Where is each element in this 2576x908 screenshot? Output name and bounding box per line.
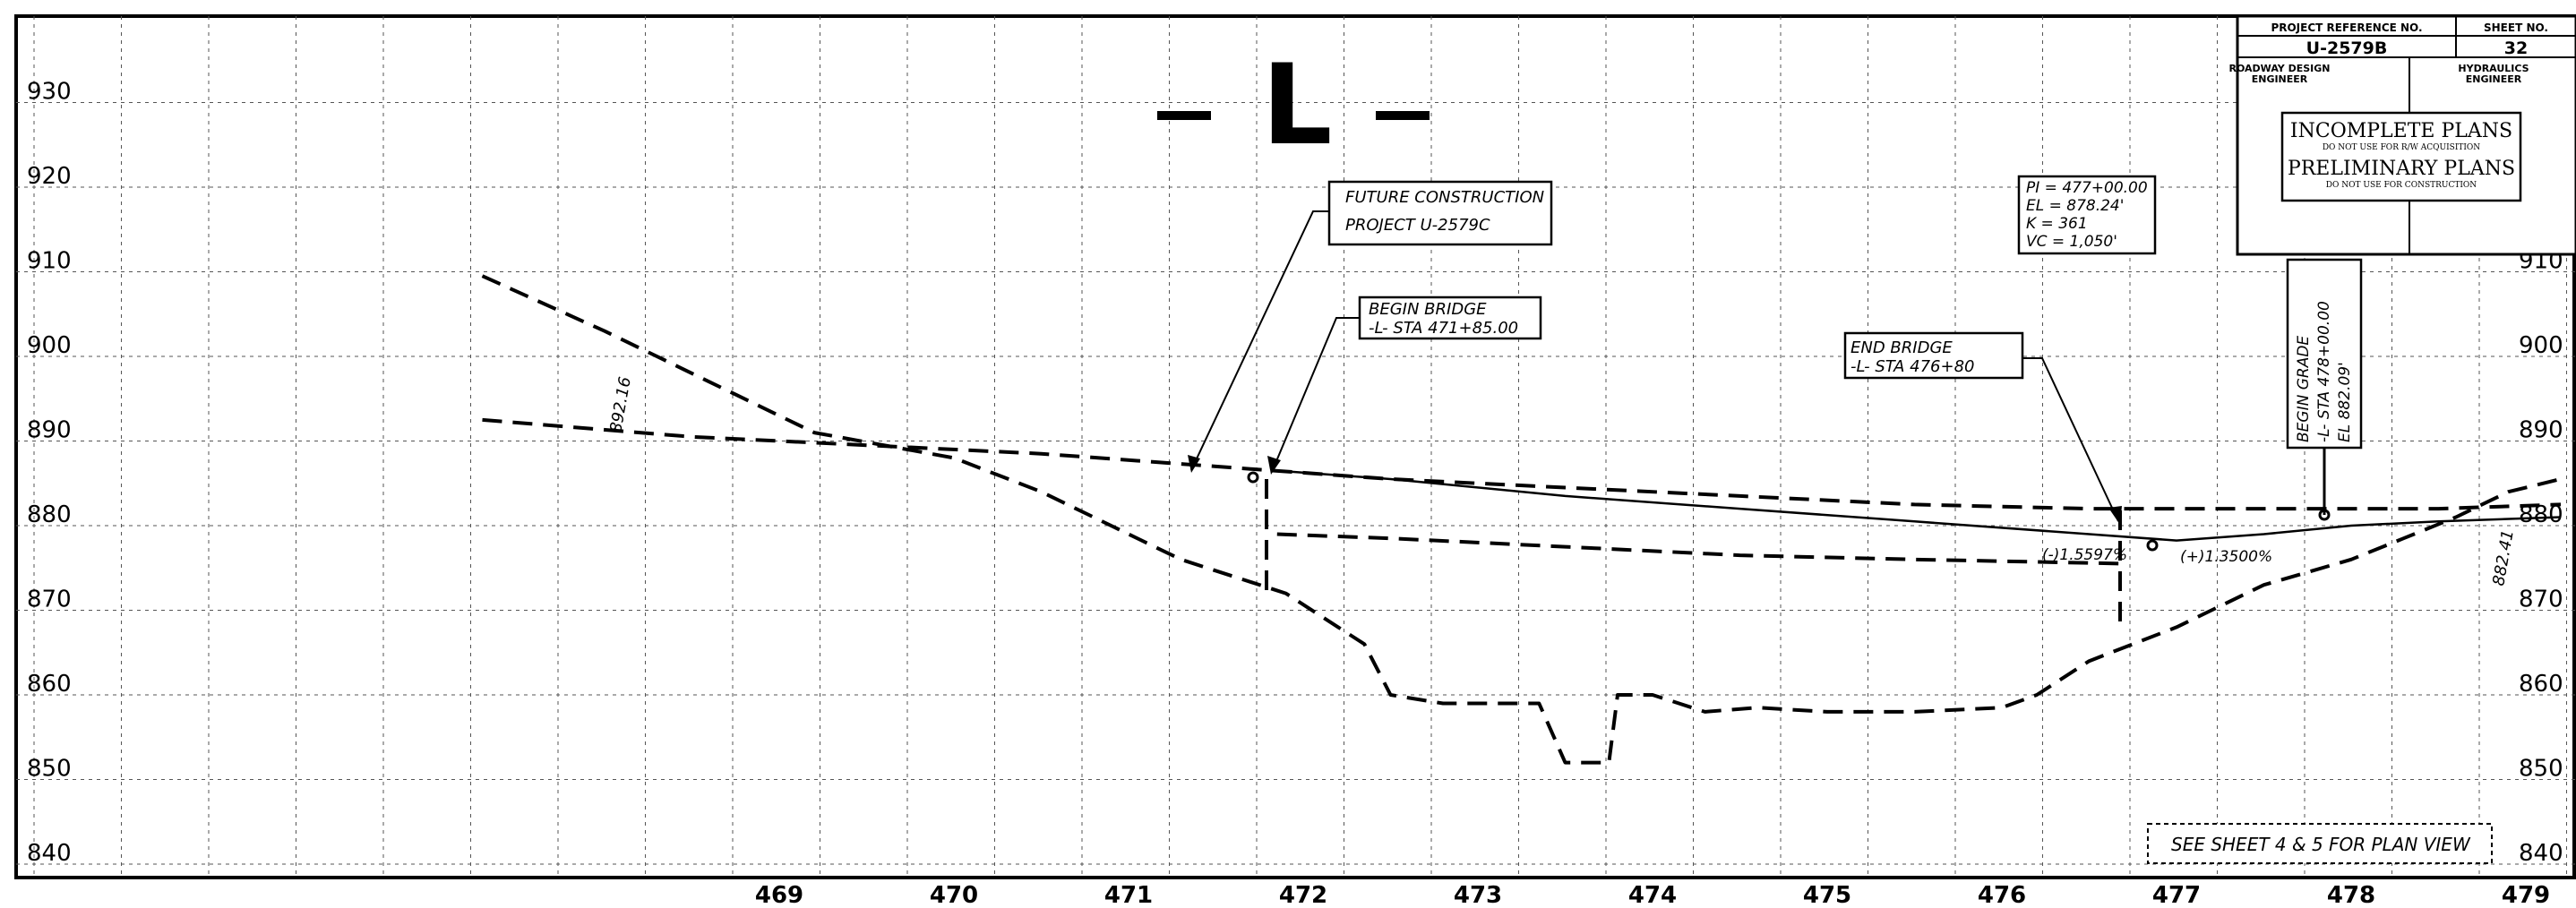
profile-line-3 [1276,469,2562,542]
x-tick-label: 472 [1279,882,1327,908]
roadway-design-label-1: ROADWAY DESIGN [2229,63,2331,74]
begin-bridge-arrow [1267,456,1281,475]
profile-grid [16,16,2576,878]
project-reference-value: U-2579B [2306,39,2388,58]
begin-grade-box [2286,258,2363,450]
title-block: PROJECT REFERENCE NO. SHEET NO. U-2579B … [2229,14,2576,256]
y-tick-label-right: 890 [2519,417,2563,444]
begin-bridge-leader [1271,317,1360,473]
end-bridge-line1: END BRIDGE [1850,338,1953,357]
vertical-curve-el: EL = 878.24' [2026,197,2124,215]
y-tick-label-right: 840 [2519,840,2563,867]
y-tick-label-left: 890 [27,417,72,444]
hydraulics-label-2: ENGINEER [2466,73,2522,85]
profile-lines [481,274,2562,765]
grade-label-left: (-)1.5597% [2042,546,2127,564]
vertical-curve-vc: VC = 1,050' [2026,233,2117,251]
profile-line-2 [482,417,2562,511]
x-tick-label: 473 [1454,882,1502,908]
profile-line-4 [1276,532,2125,566]
roadway-design-label-2: ENGINEER [2252,73,2308,85]
begin-bridge-point [1247,471,1259,484]
y-tick-label-right: 870 [2519,587,2563,613]
grade-label-right: (+)1.3500% [2180,548,2272,566]
y-tick-label-right: 860 [2519,671,2563,698]
y-tick-label-left: 840 [27,840,72,867]
title-dash-right [1376,111,1430,120]
sheet-no-value: 32 [2504,39,2528,58]
begin-bridge-line2: -L- STA 471+85.00 [1369,319,1518,338]
begin-bridge-line1: BEGIN BRIDGE [1369,300,1487,319]
see-sheet-note: SEE SHEET 4 & 5 FOR PLAN VIEW [2171,834,2471,855]
begin-grade-line1: BEGIN GRADE [2295,336,2313,442]
x-tick-label: 478 [2327,882,2375,908]
x-tick-label: 469 [755,882,803,908]
y-tick-label-left: 910 [27,248,72,275]
end-bridge-leader [2022,357,2119,522]
y-tick-label-left: 880 [27,501,72,528]
y-tick-label-right: 850 [2519,756,2563,783]
x-tick-label: 476 [1978,882,2026,908]
stamp-incomplete-sub: DO NOT USE FOR R/W ACQUISITION [2323,143,2480,152]
x-tick-label: 479 [2502,882,2550,908]
profile-line-1 [481,274,2562,765]
see-sheet-box [2147,823,2493,864]
sheet-title-letter: L [1261,41,1332,170]
begin-bridge-box [1358,296,1542,340]
future-construction-box [1327,180,1553,246]
y-tick-label-right: 900 [2519,332,2563,359]
y-tick-label-left: 860 [27,671,72,698]
x-tick-label: 477 [2152,882,2201,908]
y-tick-label-left: 870 [27,587,72,613]
vertical-curve-box [2017,175,2157,255]
stamp-box [2280,111,2522,202]
hydraulics-label-1: HYDRAULICS [2458,63,2529,74]
vertical-curve-k: K = 361 [2026,215,2088,233]
begin-grade-line2: -L- STA 478+00.00 [2315,301,2333,442]
title-dash-left [1157,111,1211,120]
future-construction-line1: FUTURE CONSTRUCTION [1345,188,1544,207]
elevation-label-right: 882.41 [2489,528,2518,587]
pi-point [2146,539,2159,552]
stamp-preliminary-sub: DO NOT USE FOR CONSTRUCTION [2326,181,2477,190]
end-bridge-box [1843,331,2024,380]
y-tick-label-left: 930 [27,79,72,106]
elevation-label-left: 892.16 [606,375,635,434]
vertical-curve-pi: PI = 477+00.00 [2026,179,2148,197]
y-axis-labels-left: 840 850 860 870 880 890 900 910 920 930 [27,79,72,868]
future-construction-leader [1190,210,1329,471]
future-construction-arrow [1188,455,1200,473]
y-tick-label-left: 850 [27,756,72,783]
y-tick-label-left: 920 [27,163,72,190]
x-tick-label: 474 [1628,882,1677,908]
x-tick-label: 471 [1104,882,1153,908]
project-reference-label: PROJECT REFERENCE NO. [2271,21,2422,34]
end-bridge-line2: -L- STA 476+80 [1850,357,1975,376]
y-tick-label-left: 900 [27,332,72,359]
sheet-no-label: SHEET NO. [2484,21,2548,34]
future-construction-line2: PROJECT U-2579C [1345,216,1490,235]
stamp-incomplete: INCOMPLETE PLANS [2290,120,2512,142]
x-tick-label: 475 [1803,882,1851,908]
stamp-preliminary: PRELIMINARY PLANS [2288,158,2515,180]
x-axis-labels: 469 470 471 472 473 474 475 476 477 478 479 [755,882,2550,908]
x-tick-label: 470 [930,882,978,908]
begin-grade-line3: EL 882.09' [2336,362,2354,442]
end-bridge-arrow [2108,506,2122,525]
